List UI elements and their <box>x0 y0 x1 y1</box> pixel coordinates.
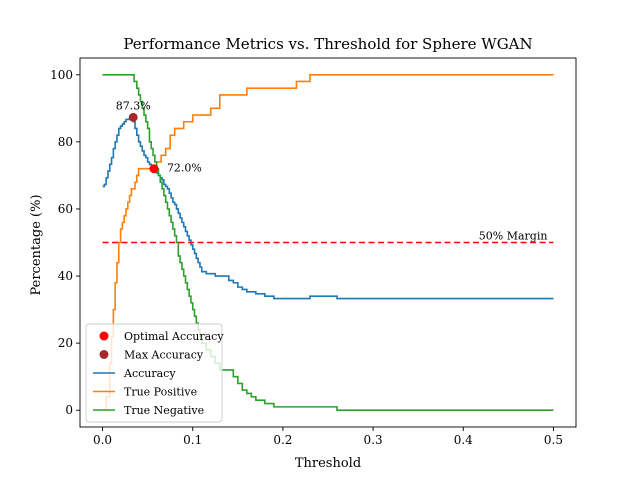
legend-label-max-accuracy: Max Accuracy <box>124 349 204 362</box>
legend-label-optimal-accuracy: Optimal Accuracy <box>124 330 224 343</box>
axes-frame <box>79 57 577 428</box>
x-axis-label: Threshold <box>295 456 361 471</box>
legend-label-accuracy: Accuracy <box>123 367 176 380</box>
y-tick-label: 60 <box>58 202 73 216</box>
legend: Optimal Accuracy Max Accuracy Accuracy True… <box>85 323 224 423</box>
legend-box <box>85 323 223 423</box>
y-tick-label: 100 <box>50 68 73 82</box>
reference-line-label: 50% Margin <box>479 230 548 243</box>
legend-swatch-optimal-accuracy <box>99 331 109 341</box>
series-line-true-negative <box>102 73 554 412</box>
y-tick-label: 20 <box>58 336 73 350</box>
legend-label-true-positive: True Positive <box>124 386 197 399</box>
plot-area: 50% Margin 72.0% 87.3% <box>102 73 554 412</box>
legend-label-true-negative: True Negative <box>124 404 204 417</box>
marker-label-optimal-accuracy: 72.0% <box>167 162 202 175</box>
series-line-accuracy <box>102 116 554 300</box>
x-tick-label: 0.0 <box>93 433 112 447</box>
y-tick-label: 80 <box>58 135 73 149</box>
axes: 0.0 0.1 0.2 0.3 0.4 0.5 0 20 40 60 80 100 <box>50 57 577 447</box>
y-tick-label: 40 <box>58 269 73 283</box>
plot-inner <box>102 73 554 412</box>
x-tick-label: 0.5 <box>544 433 563 447</box>
marker-optimal-accuracy <box>149 164 159 174</box>
legend-swatch-max-accuracy <box>99 350 109 359</box>
x-tick-label: 0.1 <box>183 433 202 447</box>
y-tick-label: 0 <box>65 403 73 417</box>
marker-label-max-accuracy: 87.3% <box>116 99 151 112</box>
series-line-true-positive <box>102 73 554 412</box>
x-tick-label: 0.4 <box>454 433 473 447</box>
marker-max-accuracy <box>128 112 138 122</box>
y-axis-label: Percentage (%) <box>29 194 44 295</box>
x-tick-label: 0.3 <box>364 433 383 447</box>
x-tick-label: 0.2 <box>273 433 292 447</box>
chart-title: Performance Metrics vs. Threshold for Sp… <box>123 35 532 53</box>
